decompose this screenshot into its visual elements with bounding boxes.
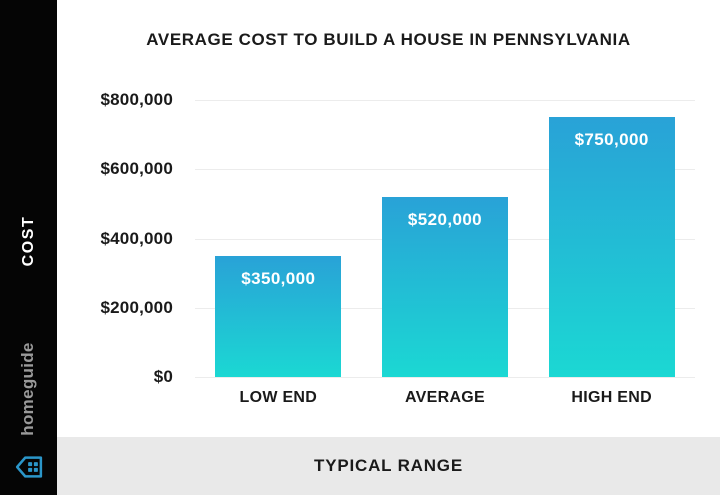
bars-container: $350,000 $520,000 $750,000	[195, 100, 695, 377]
x-axis-title: TYPICAL RANGE	[314, 456, 463, 475]
y-tick-label: $200,000	[100, 297, 173, 317]
x-category-label: LOW END	[239, 389, 318, 406]
bar-low-end: $350,000	[215, 255, 342, 377]
gridline	[195, 100, 695, 101]
homeguide-logo-icon	[15, 456, 43, 478]
gridline	[195, 377, 695, 378]
y-tick-label: $600,000	[100, 159, 173, 179]
bar-value-label: $520,000	[407, 209, 483, 229]
bar-high-end: $750,000	[548, 117, 675, 377]
brand-name: homeguide	[18, 342, 37, 436]
sidebar: COST homeguide	[0, 0, 57, 495]
gridline	[195, 169, 695, 171]
bar-value-label: $350,000	[241, 268, 316, 288]
plot-area: $350,000 $520,000 $750,000	[195, 100, 695, 378]
x-category-label: HIGH END	[571, 389, 652, 406]
y-axis-tick-labels: $0 $200,000 $400,000 $600,000 $800,000	[57, 90, 173, 386]
x-axis-category-labels: LOW END AVERAGE HIGH END	[195, 389, 695, 407]
chart-title: AVERAGE COST TO BUILD A HOUSE IN PENNSYL…	[146, 30, 631, 49]
bar-average: $520,000	[381, 196, 508, 377]
bar-value-label: $750,000	[574, 130, 649, 150]
y-axis-title: COST	[20, 215, 37, 267]
y-tick-label: $400,000	[100, 228, 173, 248]
x-category-label: AVERAGE	[404, 389, 486, 406]
y-tick-label: $800,000	[100, 90, 173, 109]
y-tick-label: $0	[153, 367, 173, 386]
footer-band: TYPICAL RANGE	[57, 437, 720, 495]
